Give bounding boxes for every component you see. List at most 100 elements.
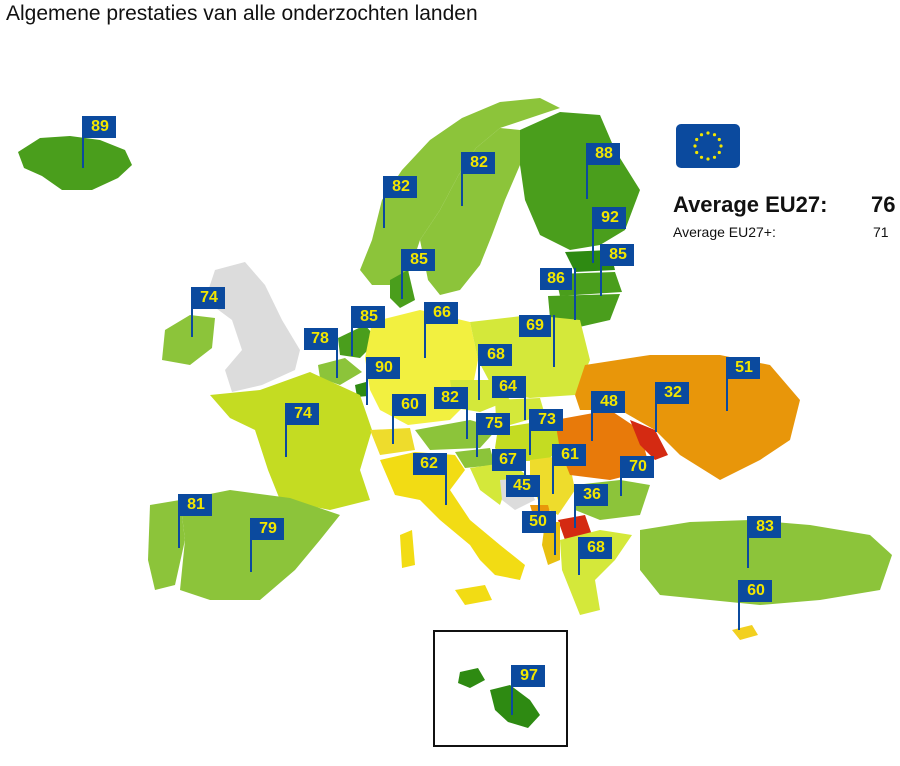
country-slovenia xyxy=(455,448,495,468)
flag-latvia: 85 xyxy=(602,244,634,266)
flag-pole xyxy=(574,484,576,528)
flag-romania: 48 xyxy=(593,391,625,413)
country-iceland xyxy=(18,136,132,190)
country-sweden xyxy=(420,128,520,295)
flag-pole xyxy=(476,413,478,457)
flag-pole xyxy=(401,249,403,299)
country-norway xyxy=(360,98,560,285)
average-eu27-label: Average EU27: xyxy=(673,192,828,217)
flag-pole xyxy=(600,244,602,296)
flag-finland: 88 xyxy=(588,143,620,165)
country-cyprus xyxy=(732,625,758,640)
flag-italy: 62 xyxy=(413,453,445,475)
flag-estonia: 92 xyxy=(594,207,626,229)
malta-inset-frame xyxy=(433,630,568,747)
flag-pole xyxy=(366,357,368,405)
flag-germany: 66 xyxy=(426,302,458,324)
flag-pole xyxy=(383,176,385,228)
country-ukraine xyxy=(575,355,800,480)
flag-malta: 97 xyxy=(513,665,545,687)
flag-austria: 82 xyxy=(434,387,466,409)
flag-pole xyxy=(478,344,480,400)
flag-switzerland: 60 xyxy=(394,394,426,416)
flag-spain: 79 xyxy=(252,518,284,540)
flag-norway: 82 xyxy=(385,176,417,198)
country-luxembourg xyxy=(355,382,368,397)
flag-pole xyxy=(620,456,622,496)
flag-pole xyxy=(524,376,526,420)
country-sicily xyxy=(455,585,492,605)
flag-pole xyxy=(336,328,338,378)
flag-iceland: 89 xyxy=(84,116,116,138)
country-uk xyxy=(205,262,300,392)
flag-pole xyxy=(250,518,252,572)
flag-pole xyxy=(738,580,740,630)
flag-pole xyxy=(524,449,526,495)
flag-pole xyxy=(178,494,180,548)
country-italy xyxy=(380,452,525,580)
flag-lithuania: 86 xyxy=(540,268,572,290)
flag-france: 74 xyxy=(287,403,319,425)
average-eu27plus-label: Average EU27+: xyxy=(673,224,776,240)
flag-belgium: 78 xyxy=(304,328,336,350)
flag-bosnia: 45 xyxy=(506,475,538,497)
flag-pole xyxy=(554,511,556,555)
country-malta xyxy=(490,685,540,728)
country-france xyxy=(210,372,372,510)
flag-pole xyxy=(726,357,728,411)
country-turkey xyxy=(640,520,892,605)
country-portugal xyxy=(148,500,185,590)
flag-pole xyxy=(538,475,540,519)
flag-pole xyxy=(445,453,447,505)
flag-pole xyxy=(578,537,580,575)
flag-pole xyxy=(511,665,513,715)
flag-pole xyxy=(529,409,531,455)
flag-albania: 50 xyxy=(522,511,554,533)
flag-pole xyxy=(747,516,749,568)
flag-luxembourg: 90 xyxy=(368,357,400,379)
average-eu27plus-value: 71 xyxy=(873,224,889,240)
flag-pole xyxy=(552,444,554,494)
flag-pole xyxy=(574,268,576,320)
flag-serbia: 61 xyxy=(554,444,586,466)
flag-poland: 69 xyxy=(519,315,551,337)
country-belgium xyxy=(318,358,362,385)
flag-denmark: 85 xyxy=(403,249,435,271)
flag-pole xyxy=(466,387,468,439)
country-finland xyxy=(520,112,640,250)
country-sardinia xyxy=(400,530,415,568)
flag-hungary: 73 xyxy=(531,409,563,431)
country-spain xyxy=(180,490,340,600)
flag-pole xyxy=(592,207,594,263)
flag-ireland: 74 xyxy=(193,287,225,309)
flag-north-macedonia: 36 xyxy=(576,484,608,506)
flag-pole xyxy=(655,382,657,432)
country-moldova xyxy=(630,420,668,460)
average-eu27-value: 76 xyxy=(871,192,896,217)
flag-greece: 68 xyxy=(580,537,612,559)
flag-pole xyxy=(424,302,426,358)
flag-netherlands: 85 xyxy=(353,306,385,328)
flag-bulgaria: 70 xyxy=(622,456,654,478)
eu-flag-icon xyxy=(676,124,740,168)
flag-sweden: 82 xyxy=(463,152,495,174)
flag-cyprus: 60 xyxy=(740,580,772,602)
flag-slovakia: 64 xyxy=(492,376,524,398)
flag-pole xyxy=(553,315,555,367)
flag-pole xyxy=(351,306,353,356)
flag-czechia: 68 xyxy=(480,344,512,366)
flag-pole xyxy=(461,152,463,206)
flag-moldova: 32 xyxy=(657,382,689,404)
flag-croatia: 67 xyxy=(492,449,524,471)
country-ireland xyxy=(162,315,215,365)
flag-pole xyxy=(82,116,84,168)
map-title: Algemene prestaties van alle onderzochte… xyxy=(6,2,478,25)
flag-turkey: 83 xyxy=(749,516,781,538)
country-gozo xyxy=(458,668,485,688)
flag-portugal: 81 xyxy=(180,494,212,516)
flag-pole xyxy=(586,143,588,199)
flag-pole xyxy=(285,403,287,457)
flag-pole xyxy=(392,394,394,444)
country-croatia xyxy=(470,462,530,505)
flag-pole xyxy=(191,287,193,337)
